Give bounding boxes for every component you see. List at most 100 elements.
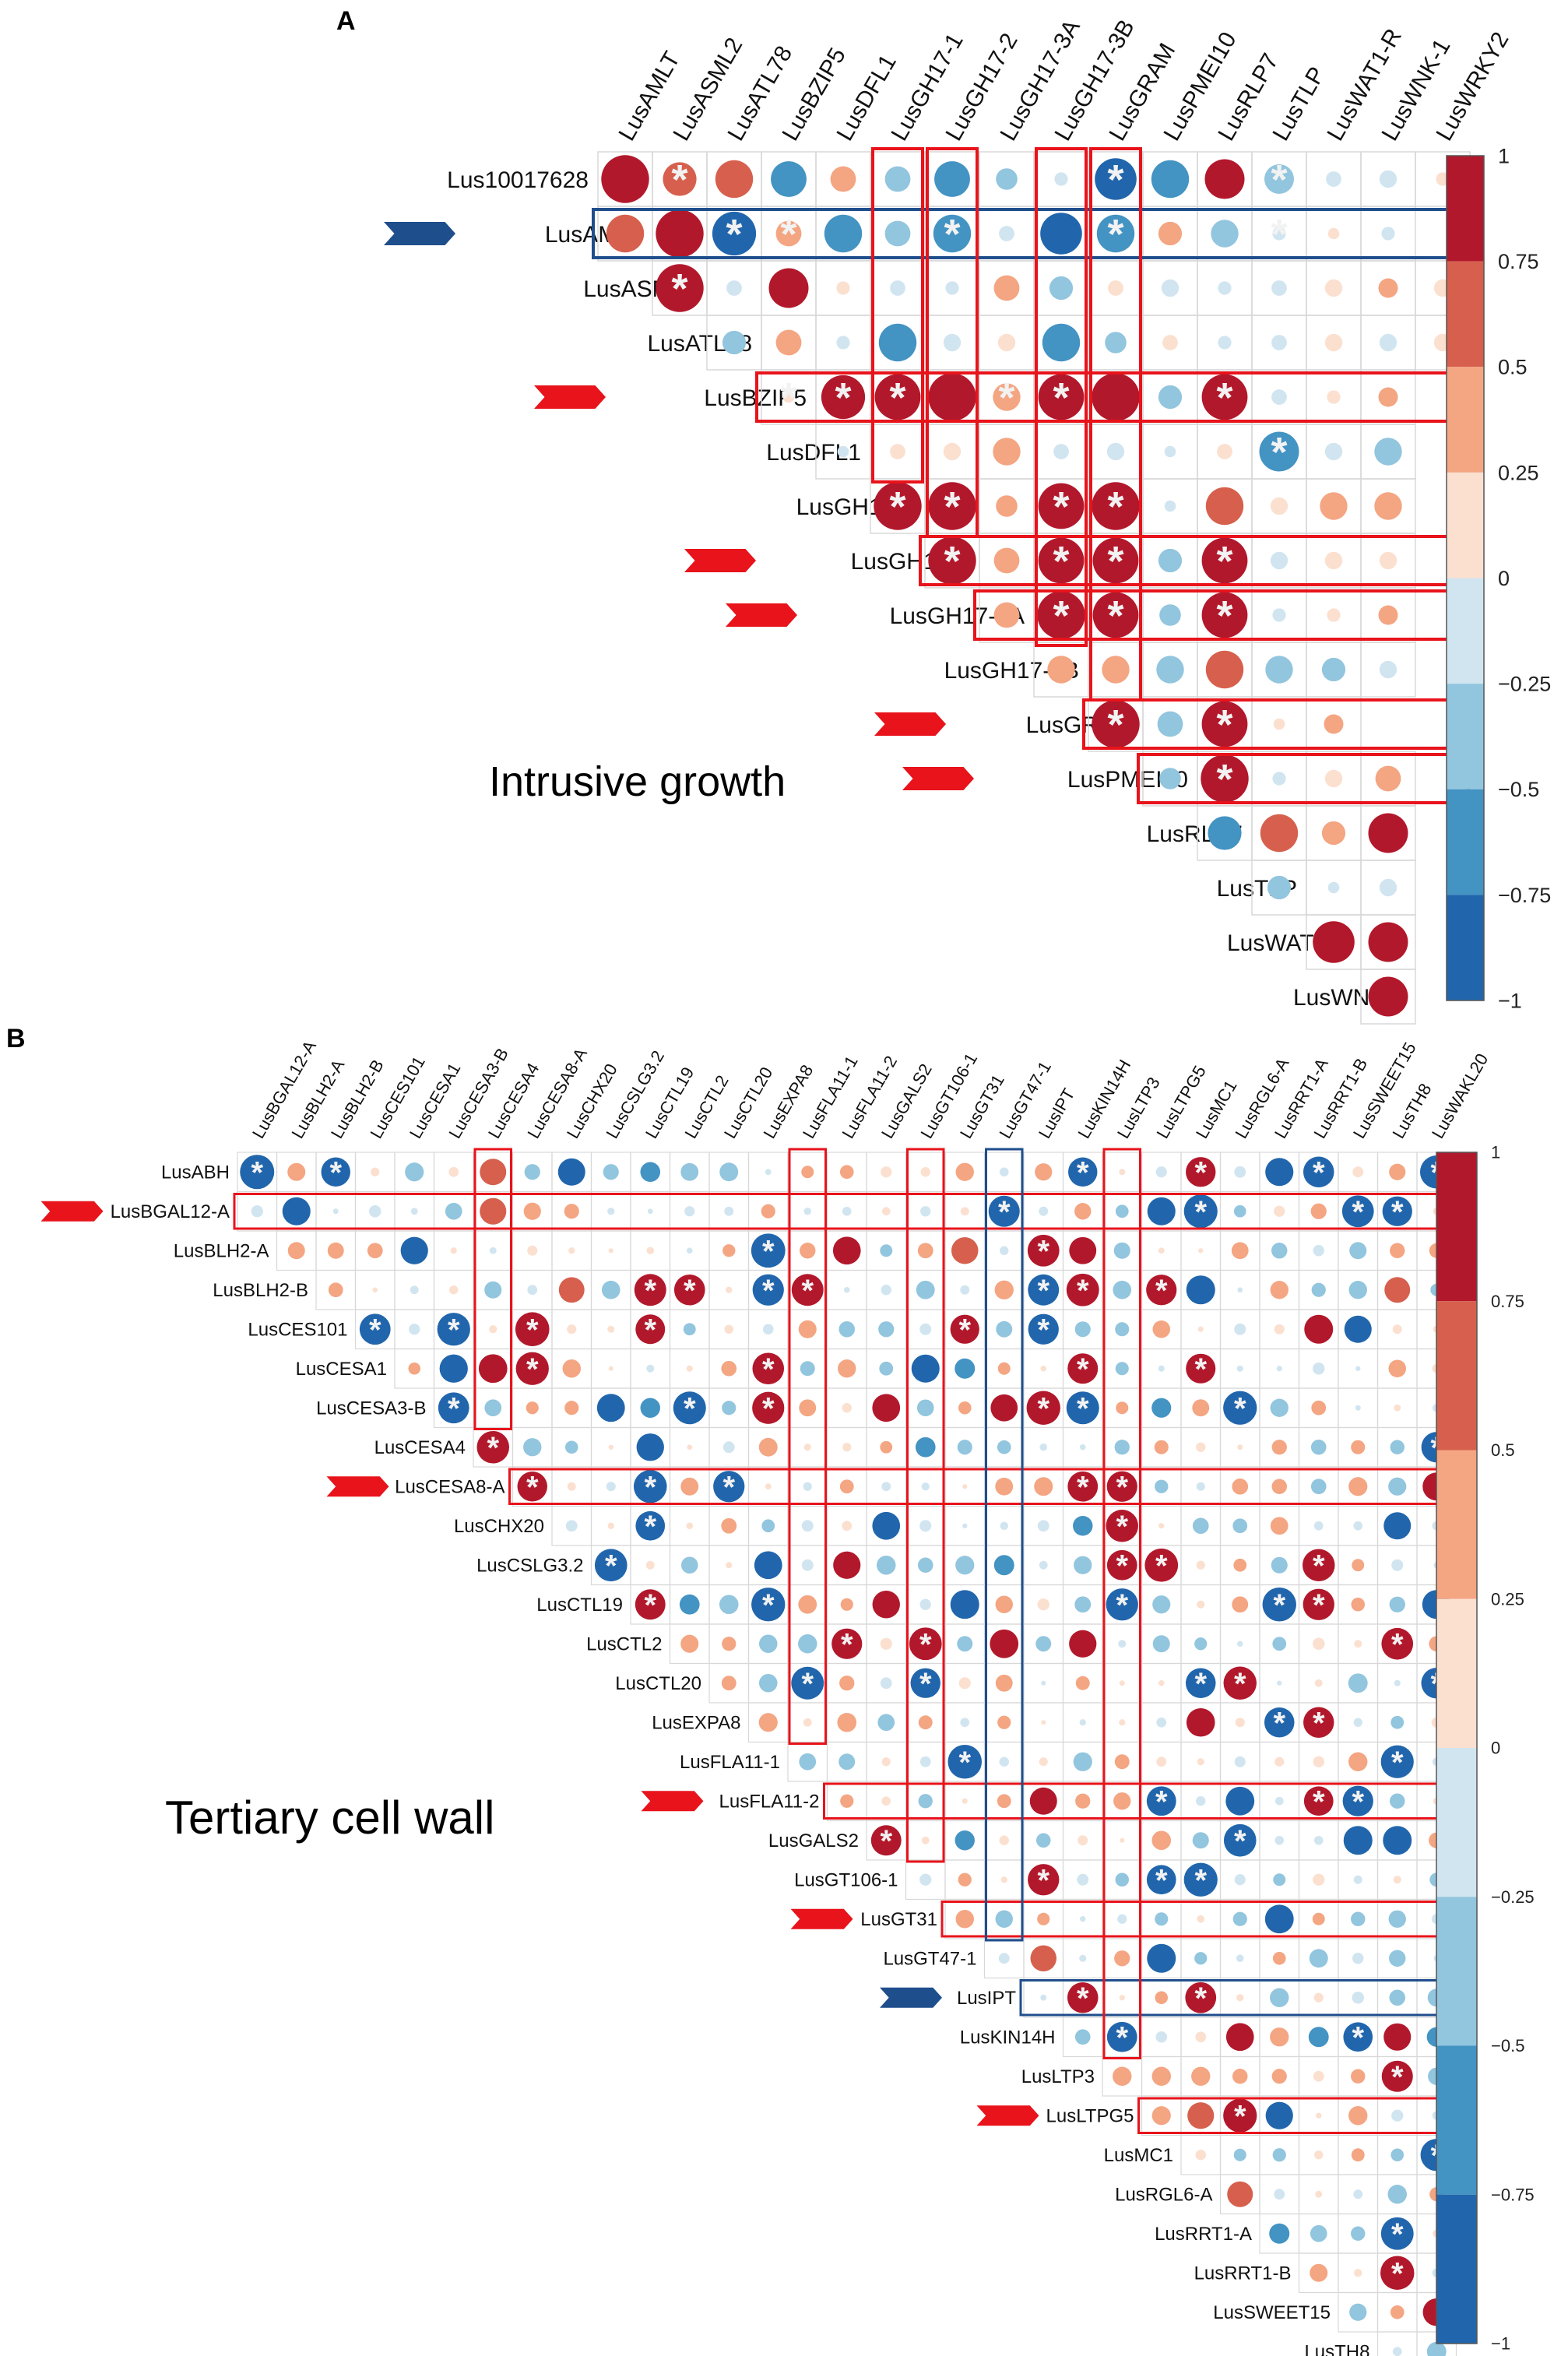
panel-b-significance-mark: * (1037, 1274, 1049, 1308)
panel-a-dot (1106, 442, 1125, 461)
panel-b-dot (332, 1208, 339, 1215)
panel-b-dot (1351, 1597, 1366, 1612)
panel-b-significance-mark: * (1155, 1785, 1168, 1819)
panel-b-dot (1313, 2070, 1324, 2082)
panel-b-dot (1236, 1994, 1244, 2002)
panel-b-dot (1390, 1243, 1405, 1258)
panel-b-dot (1037, 1520, 1049, 1532)
panel-b-dot (831, 1628, 863, 1659)
panel-b-dot (1186, 1353, 1216, 1384)
panel-a-row-arrow (874, 712, 946, 736)
panel-b-dot (359, 1313, 391, 1345)
panel-b-row-label: LusRRT1-B (1194, 2263, 1292, 2284)
panel-b-dot (1119, 1169, 1126, 1176)
panel-b-significance-mark: * (1234, 1824, 1246, 1858)
panel-a-dot (997, 333, 1016, 352)
panel-b-dot (1037, 1598, 1049, 1611)
panel-b-significance-mark: * (841, 1627, 853, 1662)
panel-a-dot (715, 160, 754, 199)
panel-b-significance-mark: * (369, 1313, 381, 1347)
panel-b-dot (1186, 1707, 1215, 1737)
panel-b-dot (1144, 1548, 1179, 1582)
panel-b-dot (1237, 1444, 1243, 1451)
panel-b-dot (450, 1247, 457, 1254)
panel-b-dot (1343, 1826, 1373, 1855)
panel-b-row-label: LusFLA11-1 (680, 1752, 780, 1773)
panel-b-significance-mark: * (958, 1746, 971, 1780)
panel-a-dot (1326, 171, 1341, 187)
panel-a-dot (1324, 333, 1343, 352)
panel-b-dot (1392, 1324, 1402, 1334)
panel-b-dot (1106, 1471, 1137, 1502)
panel-b-dot (437, 1313, 470, 1346)
panel-b-significance-mark: * (526, 1313, 539, 1347)
panel-b-dot (1303, 1707, 1334, 1738)
panel-a-dot (1368, 813, 1408, 853)
panel-a-dot (1092, 592, 1139, 638)
panel-b-dot (684, 1206, 695, 1217)
panel-b-significance-mark: * (801, 1667, 814, 1701)
panel-b-dot (635, 1510, 666, 1541)
panel-b-dot (1383, 2023, 1412, 2051)
panel-b-dot (1158, 1523, 1165, 1529)
panel-b-dot (842, 1443, 852, 1452)
panel-a-dot (993, 602, 1020, 628)
panel-b-significance-mark: * (1391, 1195, 1404, 1229)
panel-b-significance-mark: * (1194, 1982, 1207, 2016)
panel-b-row-label: LusCESA3-B (316, 1398, 426, 1419)
panel-b-dot (1158, 1365, 1165, 1372)
panel-b-dot (478, 1354, 508, 1384)
panel-a-dot (1105, 332, 1127, 353)
panel-b-dot (999, 1835, 1009, 1845)
panel-a-col-highlight (926, 147, 979, 538)
panel-b-dot (1113, 2066, 1132, 2086)
panel-b-legend-swatch (1436, 1897, 1477, 2046)
panel-b-row-label: LusRGL6-A (1115, 2184, 1212, 2205)
panel-a-dot (1320, 492, 1348, 520)
panel-b-dot (608, 1248, 613, 1254)
panel-a-dot (1324, 769, 1343, 788)
panel-b-row-label: LusGT31 (860, 1909, 937, 1930)
panel-b-dot (1066, 1273, 1099, 1306)
panel-b-dot (1274, 1756, 1285, 1767)
panel-a-dot (996, 495, 1018, 517)
panel-b-dot (1000, 1246, 1009, 1255)
panel-b-dot (1069, 1630, 1097, 1658)
panel-b-legend-swatch (1436, 1748, 1477, 1897)
panel-b-dot (872, 1591, 900, 1619)
panel-b-dot (564, 1204, 579, 1219)
panel-b-dot (527, 1245, 538, 1256)
panel-b-dot (1041, 1680, 1046, 1686)
panel-a-dot (884, 220, 911, 247)
panel-a-dot (1265, 656, 1293, 684)
panel-b-dot (523, 1438, 542, 1457)
panel-b-significance-mark: * (1037, 1234, 1049, 1268)
panel-b-dot (1074, 1596, 1092, 1613)
panel-a-significance-mark: * (1271, 156, 1287, 203)
panel-b-legend-tick: 0.25 (1491, 1589, 1524, 1609)
panel-b-dot (791, 1274, 824, 1306)
panel-a-significance-mark: * (944, 211, 960, 258)
panel-a-dot (1313, 921, 1355, 963)
panel-b-dot (1391, 2109, 1404, 2122)
panel-b-dot (565, 1520, 578, 1532)
panel-a-dot (1218, 281, 1232, 295)
panel-b-dot (1348, 1477, 1368, 1496)
panel-b-dot (1026, 1391, 1060, 1425)
panel-b-dot (759, 1674, 778, 1693)
panel-b-dot (1302, 1549, 1335, 1582)
panel-b-col-highlight (985, 1148, 1024, 1942)
panel-b-dot (1310, 2263, 1328, 2282)
panel-a-significance-mark: * (1053, 593, 1069, 639)
panel-b-dot (635, 1589, 666, 1620)
panel-b-dot (1232, 2068, 1248, 2084)
panel-a-dot (1368, 922, 1408, 962)
panel-b-dot (1231, 1242, 1249, 1260)
panel-b-dot (1352, 1992, 1364, 2004)
panel-a-dot (1324, 551, 1343, 570)
panel-a-dot (993, 275, 1020, 301)
panel-a-legend-tick: 0 (1498, 567, 1510, 590)
panel-a-cell (1360, 642, 1416, 698)
panel-b-dot (1315, 2190, 1323, 2198)
panel-a-significance-mark: * (1271, 429, 1287, 476)
